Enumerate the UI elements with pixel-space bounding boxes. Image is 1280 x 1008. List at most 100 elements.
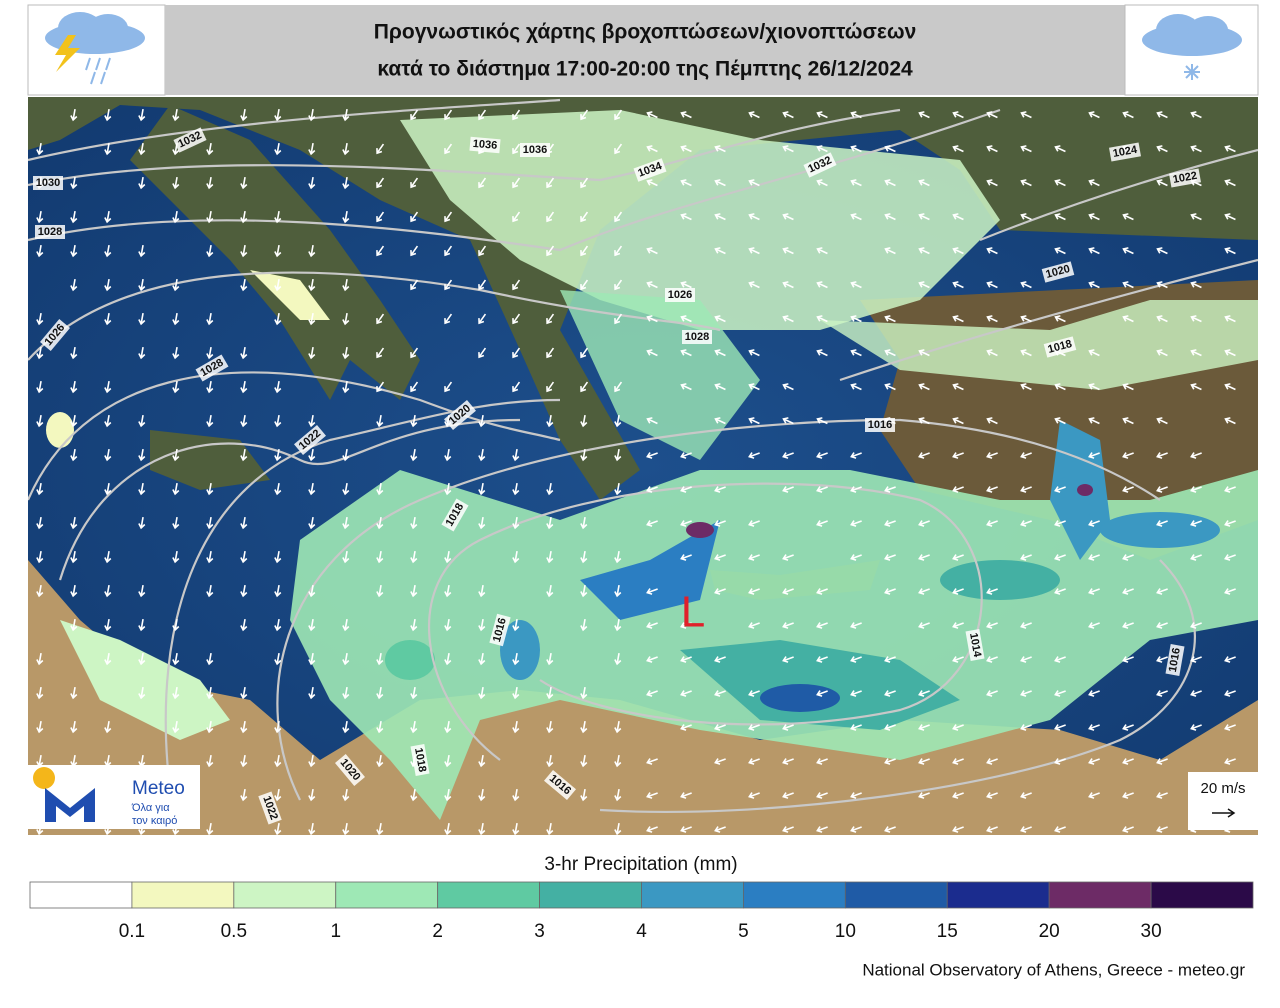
wind-arrow [680,111,692,119]
wind-arrow [580,381,589,393]
wind-arrow [986,792,998,799]
logo-mark [45,788,95,822]
wind-arrow [512,516,520,530]
wind-arrow [172,720,180,734]
title-bar [165,5,1125,95]
wind-arrow [918,383,930,391]
wind-arrow [512,313,521,325]
wind-arrow [1122,758,1134,765]
wind-arrow [986,690,998,697]
wind-arrow [104,448,112,462]
wind-arrow [748,111,760,119]
wind-arrow [918,792,930,799]
wind-arrow [1224,554,1236,561]
wind-arrow [884,554,896,561]
logo-tagline: Όλα για [131,802,170,814]
isobar-label: 1016 [868,419,892,431]
wind-arrow [308,244,316,258]
wind-arrow [952,724,964,731]
wind-arrow [884,486,896,493]
wind-arrow [918,588,930,595]
isobar-label-bg [803,152,837,178]
wind-arrow [546,381,555,393]
wind-arrow [782,588,794,595]
wind-arrow [952,111,964,119]
wind-arrow [850,656,862,663]
wind-arrow [206,482,214,496]
wind-arrow [884,383,896,391]
wind-arrow [478,516,486,530]
wind-arrow [748,758,760,765]
wind-arrow [274,822,282,835]
wind-arrow [680,724,692,731]
wind-arrow [614,279,623,291]
wind-arrow [36,346,44,360]
wind-arrow [1190,724,1202,731]
wind-arrow [1122,826,1134,833]
wind-arrow [1156,247,1168,255]
isobar-label-bg [1041,261,1075,283]
wind-arrow [478,347,487,359]
wind-arrow [1020,179,1032,187]
wind-arrow [240,550,248,564]
wind-arrow [1156,349,1168,357]
wind-arrow [714,383,726,391]
wind-arrow [782,213,794,221]
wind-arrow [1122,111,1134,119]
wind-arrow [104,584,112,598]
wind-arrow [816,792,828,799]
wind-arrow [478,177,487,189]
wind-arrow [986,622,998,629]
colorbar-swatch [233,881,337,909]
wind-arrow [308,686,316,700]
wind-arrow [1156,690,1168,697]
wind-arrow [376,347,385,359]
wind-arrow [850,520,862,527]
wind-arrow [614,448,622,462]
wind-arrow [342,720,350,734]
wind-arrow [376,143,385,155]
wind-arrow [614,652,622,666]
wind-arrow [580,177,589,189]
wind-arrow [918,520,930,527]
wind-arrow [1156,111,1168,119]
wind-arrow [274,278,282,292]
wind-arrow [1190,281,1202,289]
wind-arrow [478,788,486,802]
wind-arrow [478,279,487,291]
wind-arrow [410,245,419,257]
wind-arrow [816,486,828,493]
wind-arrow [614,211,623,223]
isobar-label: 1028 [38,226,62,238]
wind-arrow [206,380,214,394]
wind-arrow [1156,281,1168,289]
wind-arrow [1122,213,1134,221]
wind-arrow [36,550,44,564]
wind-arrow [70,244,78,258]
wind-arrow [240,278,248,292]
wind-arrow [444,313,453,325]
wind-arrow [70,380,78,394]
wind-arrow [986,281,998,289]
wind-arrow [172,550,180,564]
wind-arrow [952,656,964,663]
wind-arrow [714,656,726,663]
wind-arrow [444,788,452,802]
wind-arrow [444,211,453,223]
wind-arrow [952,452,964,459]
colorbar-swatch [946,881,1050,909]
isobar-label: 1014 [967,632,983,659]
wind-arrows [36,108,1236,835]
wind-arrow [714,588,726,595]
wind-arrow [580,347,589,359]
wind-arrow [850,315,862,323]
wind-arrow [1020,213,1032,221]
isobar-label: 1016 [1167,647,1183,673]
wind-arrow [478,448,486,462]
wind-arrow [512,788,520,802]
wind-arrow [376,652,384,666]
wind-arrow [308,278,316,292]
wind-arrow [308,584,316,598]
wind-arrow [580,414,588,428]
